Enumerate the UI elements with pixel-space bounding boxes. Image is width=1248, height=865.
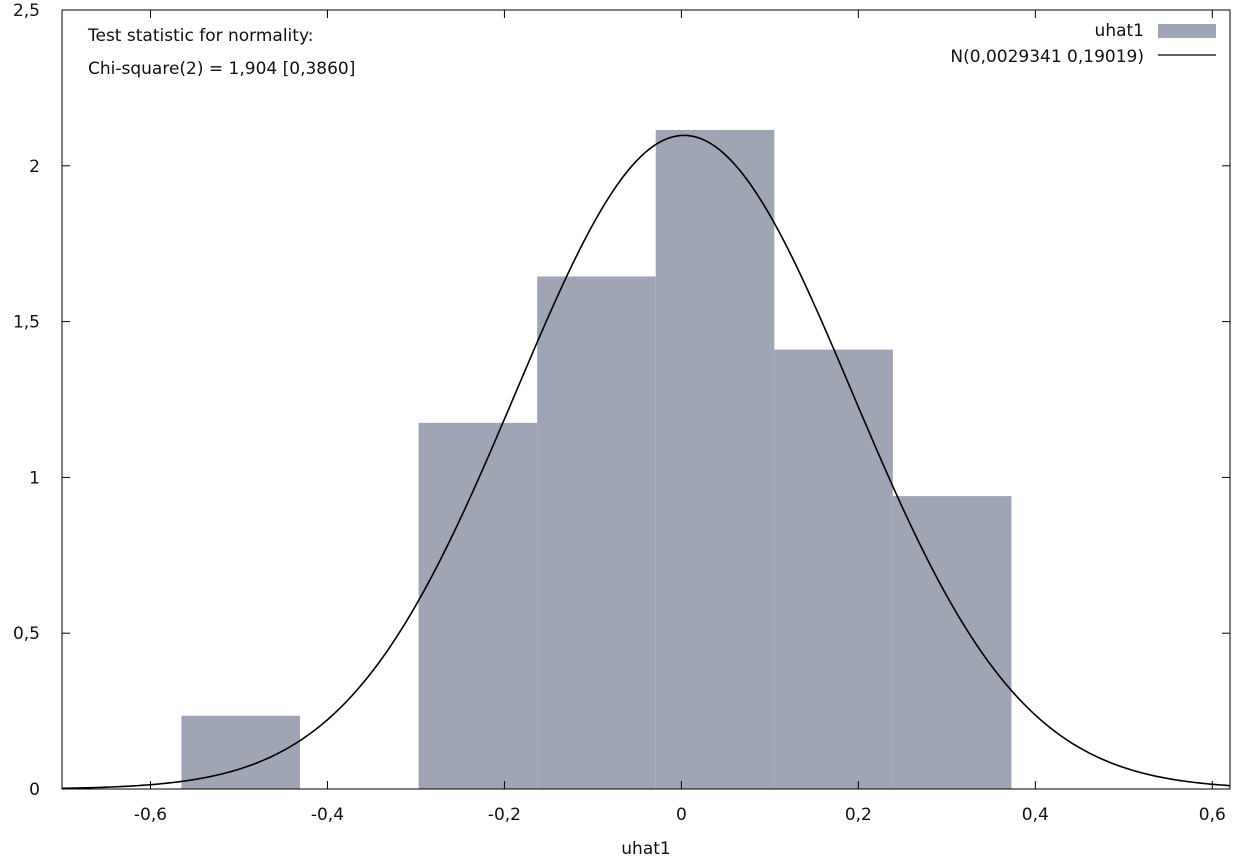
x-tick-label: 0,2 (845, 805, 872, 825)
y-tick-label: 1 (29, 468, 40, 488)
x-tick-label: -0,4 (311, 805, 344, 825)
legend-swatch-histogram (1158, 24, 1216, 38)
y-tick-label: 0,5 (13, 624, 40, 644)
histogram-bar (892, 496, 1012, 789)
legend-label-histogram: uhat1 (1095, 21, 1144, 41)
annotation-line-1: Test statistic for normality: (87, 26, 314, 46)
x-tick-label: 0,6 (1199, 805, 1226, 825)
curve-layer (61, 134, 1231, 790)
plot-frame (61, 9, 1231, 790)
histogram-bar (655, 129, 775, 789)
bars-layer (181, 129, 1012, 790)
y-tick-label: 1,5 (13, 313, 40, 333)
y-tick-label: 0 (29, 780, 40, 800)
histogram-bar (537, 276, 656, 790)
annotation-line-2: Chi-square(2) = 1,904 [0,3860] (88, 59, 355, 79)
histogram-bar (418, 422, 538, 789)
x-tick-label: -0,2 (488, 805, 521, 825)
normal-curve (61, 134, 1231, 790)
y-tick-label: 2,5 (13, 1, 40, 21)
y-tick-label: 2 (29, 157, 40, 177)
x-tick-label: 0 (676, 805, 687, 825)
x-axis-label: uhat1 (621, 839, 670, 859)
ticks-layer: -0,6 -0,4 -0,2 0 0,2 0,4 0,6 0 0,5 1 1,5 2 2,5 (13, 1, 1230, 825)
x-tick-label: -0,6 (134, 805, 167, 825)
legend: uhat1 N(0,0029341 0,19019) (950, 21, 1216, 67)
legend-label-curve: N(0,0029341 0,19019) (950, 47, 1144, 67)
histogram-bar (774, 349, 893, 789)
x-tick-label: 0,4 (1022, 805, 1049, 825)
